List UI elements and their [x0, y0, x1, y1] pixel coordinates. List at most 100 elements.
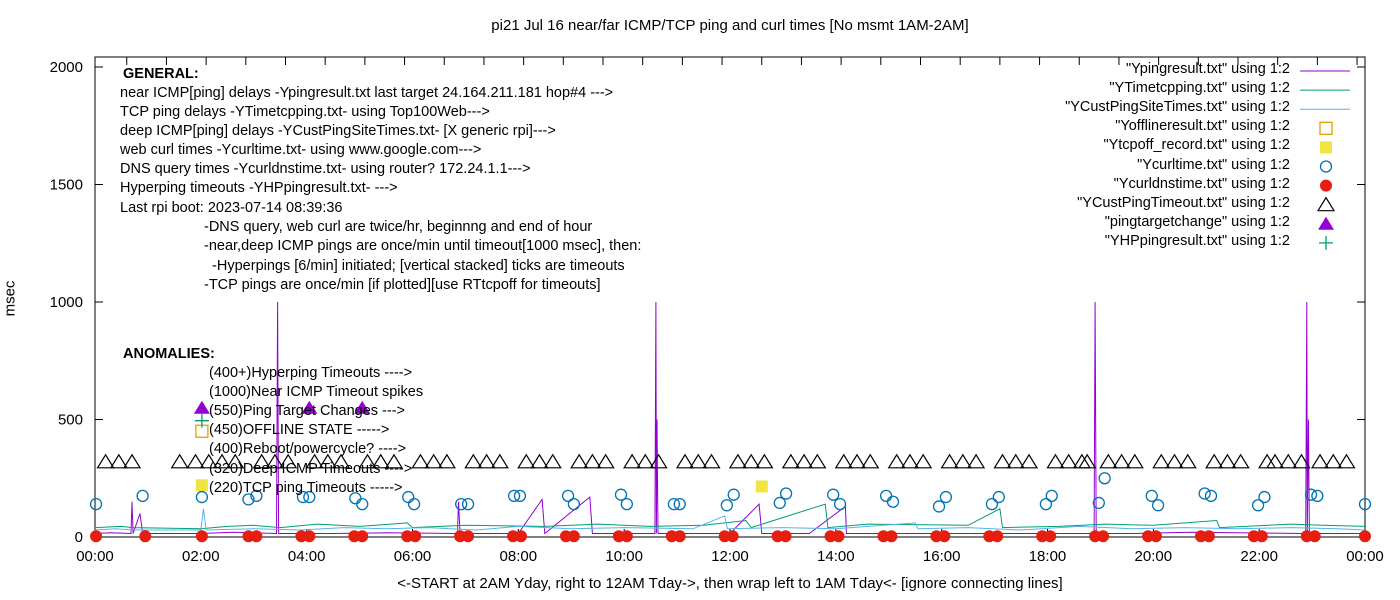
data-point	[773, 496, 786, 510]
data-point	[331, 453, 351, 469]
data-point	[318, 453, 337, 469]
x-tick-label: 00:00	[76, 548, 114, 565]
data-point	[614, 488, 628, 501]
data-point	[139, 530, 152, 543]
data-point	[1019, 453, 1039, 469]
data-point	[887, 453, 906, 469]
data-point	[354, 400, 371, 414]
data-point	[1358, 497, 1372, 511]
data-point	[195, 490, 209, 504]
data-point	[356, 530, 369, 543]
legend-swatch	[1318, 216, 1334, 230]
data-point	[1006, 453, 1025, 469]
note-line: -Hyperpings [6/min] initiated; [vertical…	[204, 258, 625, 274]
y-tick-label: 2000	[50, 59, 83, 76]
data-point	[122, 453, 142, 469]
data-point	[1205, 453, 1224, 469]
data-point	[992, 490, 1005, 504]
data-point	[808, 453, 827, 469]
data-point	[384, 453, 404, 469]
data-point	[932, 500, 946, 513]
data-point	[939, 490, 953, 504]
legend-entry: "YCustPingSiteTimes.txt" using 1:2	[1065, 99, 1290, 116]
data-point	[1251, 499, 1265, 512]
data-point	[649, 453, 668, 469]
anomaly-line: (450)OFFLINE STATE ----->	[209, 422, 390, 438]
data-point	[1151, 499, 1165, 512]
data-point	[212, 453, 232, 469]
legend-entry: "Yofflineresult.txt" using 1:2	[1115, 118, 1290, 135]
data-point	[296, 490, 310, 504]
data-point	[358, 453, 377, 469]
data-point	[781, 453, 800, 469]
data-point	[938, 530, 951, 543]
data-point	[879, 489, 893, 503]
data-point	[517, 453, 536, 469]
data-point	[1044, 530, 1057, 543]
data-point	[252, 453, 271, 469]
data-point	[726, 530, 739, 543]
data-point	[620, 497, 633, 511]
data-point	[1310, 453, 1330, 469]
data-point	[834, 453, 853, 469]
data-point	[507, 489, 521, 503]
data-point	[455, 497, 468, 511]
data-point	[464, 453, 483, 469]
data-point	[727, 488, 740, 501]
data-point	[411, 453, 430, 469]
data-point	[1279, 453, 1298, 469]
data-point	[1178, 453, 1197, 469]
data-point	[199, 453, 218, 469]
x-tick-label: 10:00	[605, 548, 643, 565]
legend-swatch	[1319, 160, 1333, 173]
data-point	[567, 530, 580, 543]
data-point	[667, 497, 681, 511]
legend-entry: "Ycurltime.txt" using 1:2	[1137, 156, 1290, 173]
data-point	[407, 497, 421, 511]
x-tick-label: 16:00	[923, 548, 961, 565]
data-point	[755, 453, 774, 469]
data-point	[1072, 453, 1091, 469]
data-point	[301, 400, 318, 414]
anomaly-line: (320)Deep ICMP Timeouts ---->	[209, 461, 413, 477]
anomalies-heading: ANOMALIES:	[123, 346, 215, 362]
legend-entry: "Ycurldnstime.txt" using 1:2	[1113, 175, 1290, 192]
data-point	[1092, 496, 1105, 510]
legend-swatch	[1320, 141, 1332, 154]
data-point	[305, 453, 324, 469]
legend-swatch	[1320, 179, 1332, 192]
data-point	[242, 493, 255, 506]
x-tick-label: 04:00	[288, 548, 326, 565]
data-point	[623, 453, 642, 469]
data-point	[1258, 453, 1277, 469]
data-point	[689, 453, 708, 469]
data-point	[279, 453, 298, 469]
general-line: near ICMP[ping] delays -Ypingresult.txt …	[120, 85, 614, 101]
data-point	[530, 453, 549, 469]
anomaly-line: (400+)Hyperping Timeouts ---->	[209, 365, 413, 381]
data-point	[1059, 453, 1078, 469]
data-point	[409, 530, 422, 543]
data-point	[861, 453, 880, 469]
data-point	[461, 497, 475, 511]
x-tick-label: 00:00	[1346, 548, 1384, 565]
data-point	[186, 453, 205, 469]
x-tick-label: 18:00	[1029, 548, 1067, 565]
data-point	[1152, 453, 1171, 469]
data-point	[953, 453, 972, 469]
data-point	[1304, 488, 1318, 501]
data-point	[462, 530, 475, 543]
general-line: deep ICMP[ping] delays -YCustPingSiteTim…	[120, 123, 556, 139]
data-point	[90, 530, 103, 543]
data-point	[1098, 472, 1111, 485]
data-point	[567, 497, 581, 511]
data-point	[833, 497, 847, 511]
note-line: -TCP pings are once/min [if plotted][use…	[204, 277, 601, 293]
data-point	[250, 489, 263, 503]
data-point	[514, 530, 527, 543]
data-point	[265, 453, 284, 469]
data-point	[1039, 497, 1053, 511]
data-point	[673, 530, 686, 543]
data-point	[991, 530, 1004, 543]
data-point	[193, 400, 210, 414]
